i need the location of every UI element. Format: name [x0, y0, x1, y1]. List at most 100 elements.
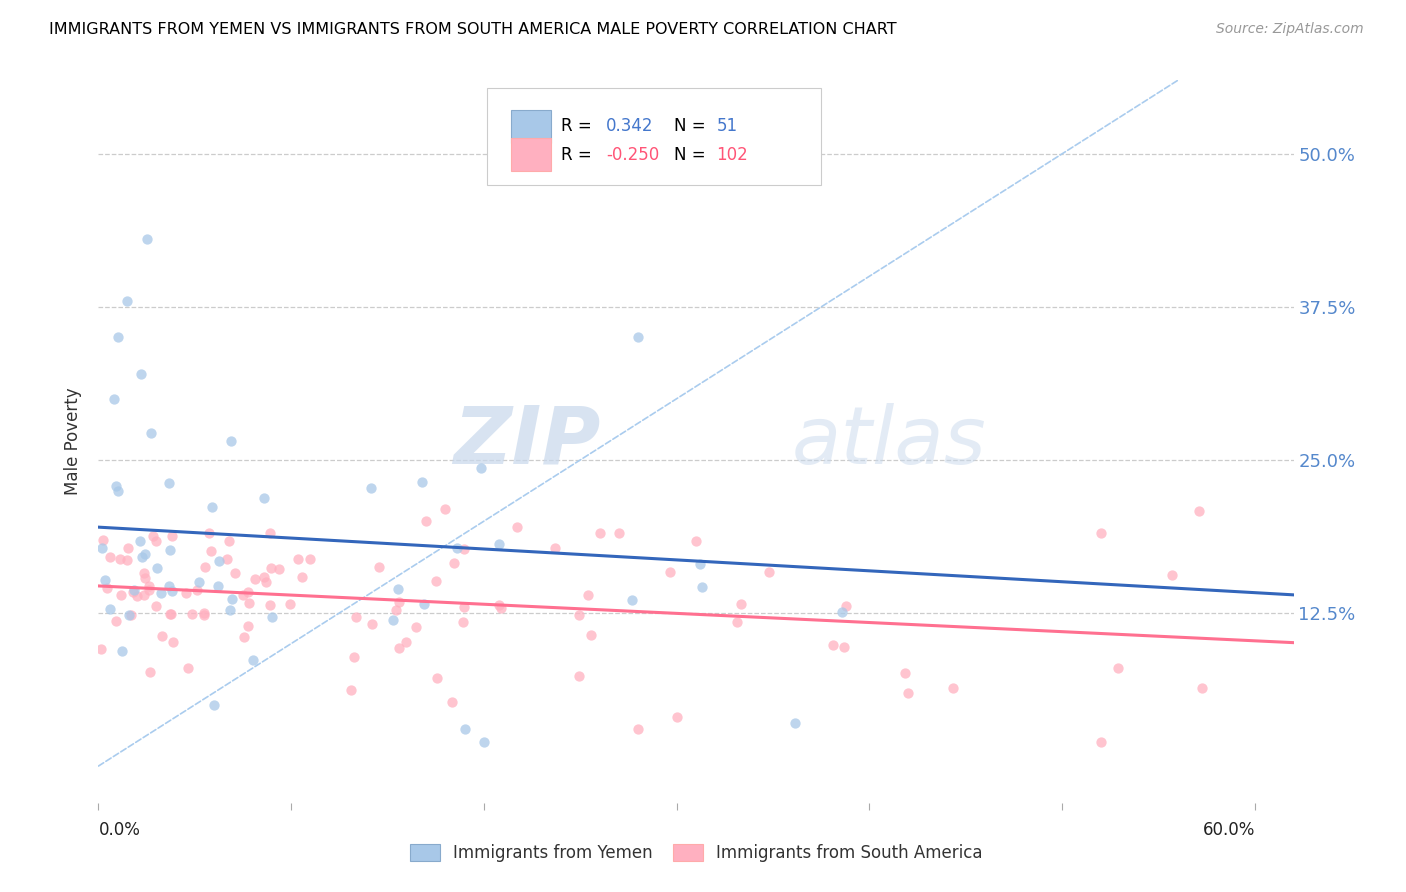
Point: [105, 614, 128, 628]
Point: [134, 566, 156, 581]
Point: [835, 599, 858, 613]
Point: [138, 579, 160, 593]
Point: [1160, 568, 1182, 582]
Point: [129, 367, 152, 381]
Point: [198, 526, 221, 541]
Point: [107, 330, 129, 344]
Point: [758, 565, 780, 579]
Point: [578, 588, 600, 602]
Point: [451, 615, 474, 629]
Point: [200, 544, 222, 558]
Point: [415, 514, 437, 528]
Point: [243, 572, 266, 586]
Point: [202, 698, 225, 712]
Point: [579, 628, 602, 642]
Point: [238, 596, 260, 610]
Point: [665, 710, 688, 724]
Point: [627, 723, 650, 737]
Point: [115, 553, 138, 567]
Point: [238, 618, 260, 632]
Point: [730, 597, 752, 611]
Y-axis label: Male Poverty: Male Poverty: [65, 388, 83, 495]
Point: [98, 550, 121, 565]
Point: [120, 608, 142, 623]
Point: [94, 573, 117, 587]
Legend: Immigrants from Yemen, Immigrants from South America: Immigrants from Yemen, Immigrants from S…: [405, 838, 987, 867]
Point: [453, 600, 475, 615]
Point: [201, 500, 224, 514]
Text: 102: 102: [716, 145, 748, 163]
Point: [107, 484, 129, 499]
Point: [252, 569, 274, 583]
Point: [181, 607, 204, 621]
Text: -0.250: -0.250: [606, 145, 659, 163]
Point: [1188, 504, 1211, 518]
FancyBboxPatch shape: [486, 87, 821, 185]
Point: [176, 661, 198, 675]
Point: [340, 682, 363, 697]
FancyBboxPatch shape: [510, 138, 551, 171]
Text: Source: ZipAtlas.com: Source: ZipAtlas.com: [1216, 22, 1364, 37]
Point: [127, 589, 149, 603]
Point: [105, 478, 128, 492]
Point: [588, 526, 610, 541]
Point: [98, 602, 121, 616]
Point: [188, 574, 211, 589]
Point: [259, 526, 281, 541]
Point: [434, 502, 457, 516]
Point: [544, 541, 567, 555]
Point: [111, 644, 134, 658]
Point: [360, 481, 382, 495]
Point: [269, 562, 291, 576]
Point: [453, 723, 475, 737]
Point: [134, 548, 156, 562]
Point: [193, 607, 215, 622]
Point: [141, 425, 163, 440]
Point: [443, 556, 465, 570]
Point: [299, 551, 322, 566]
Point: [361, 617, 384, 632]
Point: [215, 552, 238, 566]
Point: [219, 434, 242, 448]
Point: [621, 592, 644, 607]
Point: [259, 599, 281, 613]
Text: IMMIGRANTS FROM YEMEN VS IMMIGRANTS FROM SOUTH AMERICA MALE POVERTY CORRELATION : IMMIGRANTS FROM YEMEN VS IMMIGRANTS FROM…: [49, 22, 897, 37]
Point: [344, 610, 367, 624]
Point: [142, 529, 165, 543]
Point: [388, 641, 411, 656]
Point: [118, 607, 141, 622]
Point: [160, 583, 183, 598]
Point: [103, 392, 125, 406]
Text: atlas: atlas: [792, 402, 987, 481]
Point: [262, 610, 284, 624]
Point: [388, 595, 411, 609]
Point: [207, 554, 229, 568]
Point: [627, 330, 650, 344]
Point: [832, 640, 855, 655]
Point: [287, 551, 309, 566]
Point: [157, 579, 180, 593]
Point: [897, 685, 920, 699]
Point: [162, 635, 184, 649]
Point: [110, 588, 132, 602]
Point: [942, 681, 965, 695]
Point: [689, 557, 711, 571]
Point: [387, 582, 409, 596]
Text: 51: 51: [716, 118, 737, 136]
Point: [783, 716, 806, 731]
Point: [96, 581, 118, 595]
Point: [122, 585, 145, 599]
Point: [1191, 681, 1213, 695]
Text: 60.0%: 60.0%: [1202, 822, 1256, 839]
Point: [207, 579, 229, 593]
Point: [193, 606, 215, 620]
Point: [186, 582, 208, 597]
Text: ZIP: ZIP: [453, 402, 600, 481]
Point: [117, 541, 139, 555]
Point: [470, 460, 492, 475]
Point: [395, 635, 418, 649]
Point: [91, 533, 114, 547]
Point: [894, 666, 917, 681]
Point: [159, 607, 181, 621]
Point: [567, 669, 589, 683]
